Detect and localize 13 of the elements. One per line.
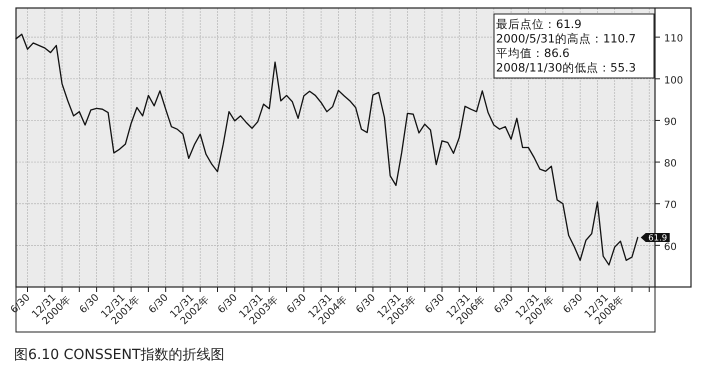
annotation: 2008/11/30的低点：55.3 — [496, 60, 636, 74]
data-label: 61.9 — [648, 234, 668, 244]
y-tick-label: 80 — [664, 158, 677, 170]
annotation: 平均值：86.6 — [496, 46, 570, 60]
line-series — [15, 34, 638, 266]
annotation: 最后点位：61.9 — [496, 17, 582, 31]
y-tick-label: 100 — [664, 75, 684, 86]
y-tick-label: 60 — [664, 242, 677, 253]
y-tick-label: 90 — [664, 116, 677, 128]
annotation: 2000/5/31的高点：110.7 — [496, 32, 636, 46]
y-tick-label: 70 — [664, 200, 677, 212]
y-tick-label: 110 — [664, 34, 684, 45]
caption: 图6.10 CONSSENT指数的折线图 — [14, 347, 225, 363]
